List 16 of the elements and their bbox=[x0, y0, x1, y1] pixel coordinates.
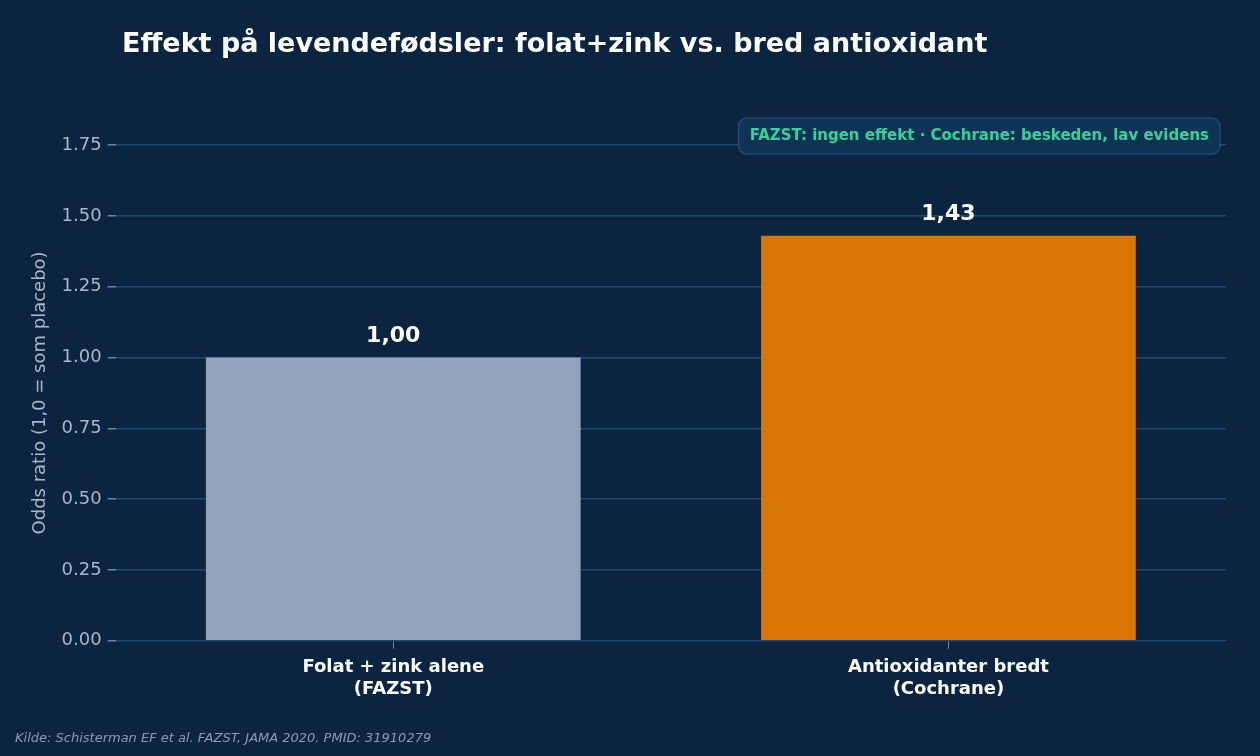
y-tick-label: 0.75 bbox=[61, 415, 102, 437]
y-tick-label: 1.00 bbox=[61, 345, 102, 367]
y-axis-title: Odds ratio (1,0 = som placebo) bbox=[28, 251, 50, 535]
y-tick-label: 0.25 bbox=[61, 557, 102, 579]
text: Kilde: Schisterman EF et al. FAZST, JAMA 2020. PMID: 31910279 bbox=[15, 730, 432, 746]
x-tick-label: Antioxidanter bredt (Cochrane) bbox=[847, 655, 1050, 698]
y-tick-label: 1.50 bbox=[61, 203, 102, 225]
data-label: 1,00 bbox=[366, 322, 421, 348]
x-tick-label: Folat + zink alene (FAZST) bbox=[302, 655, 485, 698]
text: FAZST: ingen effekt · Cochrane: beskeden, lav evidens bbox=[749, 125, 1210, 144]
y-tick-label: 1.25 bbox=[61, 274, 102, 296]
y-tick-label: 0.00 bbox=[61, 628, 102, 650]
chart-title: Effekt på levendefødsler: folat+zink vs. bred antioxidant bbox=[122, 27, 988, 59]
data-label: 1,43 bbox=[921, 200, 976, 226]
y-tick-label: 0.50 bbox=[61, 486, 102, 508]
y-tick-label: 1.75 bbox=[61, 132, 102, 154]
